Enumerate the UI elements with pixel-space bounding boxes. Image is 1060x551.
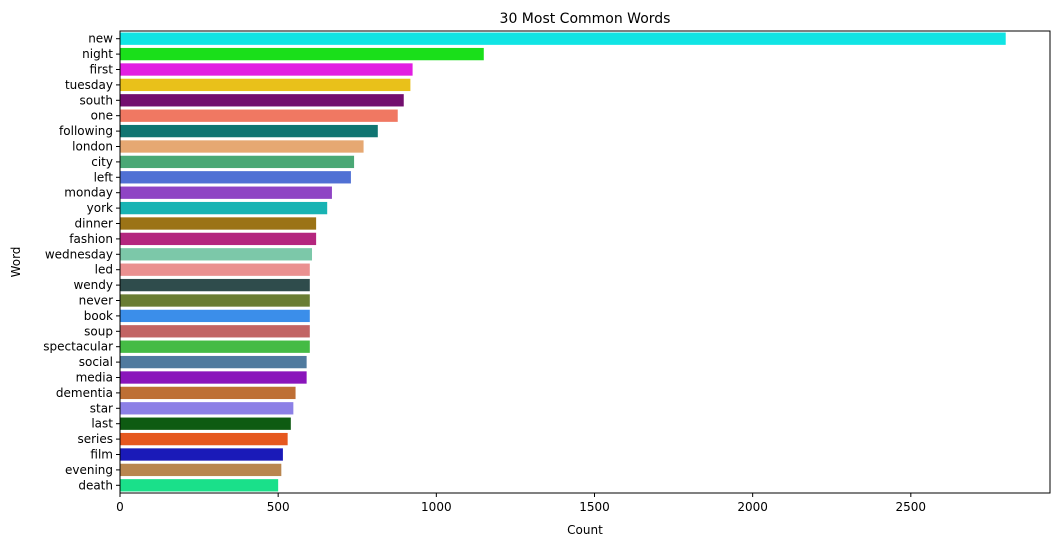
y-tick-label: never bbox=[79, 294, 113, 308]
y-tick-label: monday bbox=[64, 186, 113, 200]
x-axis-ticks: 0 500 1000 1500 2000 2500 bbox=[116, 493, 926, 514]
y-tick-label: wendy bbox=[73, 278, 113, 292]
y-tick-label: night bbox=[82, 47, 113, 61]
y-tick-label: last bbox=[91, 417, 113, 431]
bar-social bbox=[120, 355, 307, 369]
y-tick-label: york bbox=[87, 201, 113, 215]
y-tick-label: new bbox=[88, 32, 113, 46]
y-tick-label: city bbox=[91, 155, 113, 169]
bar-one bbox=[120, 109, 398, 122]
y-tick-label: dementia bbox=[56, 386, 113, 400]
x-tick-label: 500 bbox=[267, 500, 290, 514]
y-tick-label: film bbox=[90, 448, 113, 462]
y-tick-label: spectacular bbox=[43, 340, 113, 354]
x-tick-label: 2500 bbox=[896, 500, 927, 514]
bar-star bbox=[120, 402, 294, 415]
bar-fashion bbox=[120, 232, 317, 246]
x-tick-label: 1000 bbox=[421, 500, 452, 514]
bar-wendy bbox=[120, 278, 310, 292]
x-tick-label: 2000 bbox=[737, 500, 768, 514]
bar-city bbox=[120, 155, 355, 169]
y-tick-label: media bbox=[76, 371, 113, 385]
bar-south bbox=[120, 94, 404, 107]
y-tick-label: dinner bbox=[75, 217, 114, 231]
bar-evening bbox=[120, 463, 282, 477]
bar-night bbox=[120, 47, 484, 61]
y-tick-label: social bbox=[79, 355, 113, 369]
y-tick-label: london bbox=[72, 140, 113, 154]
y-tick-label: following bbox=[59, 124, 113, 138]
y-tick-label: tuesday bbox=[65, 78, 113, 92]
y-tick-label: death bbox=[78, 478, 113, 492]
y-tick-label: led bbox=[95, 263, 113, 277]
y-axis-title: Word bbox=[9, 247, 23, 278]
y-tick-label: series bbox=[77, 432, 113, 446]
y-tick-label: star bbox=[90, 401, 113, 415]
plot-frame bbox=[119, 30, 1051, 494]
bar-dinner bbox=[120, 217, 317, 230]
y-tick-label: book bbox=[84, 309, 113, 323]
y-tick-label: soup bbox=[84, 324, 113, 338]
bar-first bbox=[120, 63, 413, 76]
bars-group bbox=[120, 32, 1006, 492]
y-tick-label: wednesday bbox=[45, 247, 113, 261]
bar-never bbox=[120, 294, 310, 307]
bar-dementia bbox=[120, 386, 296, 400]
y-tick-label: one bbox=[91, 109, 113, 123]
chart-title: 30 Most Common Words bbox=[500, 11, 671, 27]
bar-left bbox=[120, 171, 351, 184]
bar-led bbox=[120, 263, 310, 276]
bar-book bbox=[120, 309, 310, 323]
bar-monday bbox=[120, 186, 332, 199]
bar-series bbox=[120, 432, 288, 446]
bar-following bbox=[120, 124, 378, 138]
x-tick-label: 0 bbox=[116, 500, 124, 514]
bar-tuesday bbox=[120, 78, 411, 92]
bar-spectacular bbox=[120, 340, 310, 353]
y-tick-label: evening bbox=[65, 463, 113, 477]
y-tick-label: south bbox=[79, 93, 113, 107]
x-tick-label: 1500 bbox=[579, 500, 610, 514]
x-axis-title: Count bbox=[567, 523, 603, 537]
y-tick-label: first bbox=[90, 63, 114, 77]
bar-death bbox=[120, 479, 279, 492]
bar-soup bbox=[120, 325, 310, 338]
bar-new bbox=[120, 32, 1006, 45]
bar-london bbox=[120, 140, 364, 153]
y-tick-label: fashion bbox=[69, 232, 113, 246]
bar-media bbox=[120, 371, 307, 384]
bar-wednesday bbox=[120, 248, 313, 261]
bar-york bbox=[120, 201, 328, 215]
bar-last bbox=[120, 417, 291, 430]
bar-film bbox=[120, 448, 283, 461]
y-tick-label: left bbox=[94, 170, 114, 184]
